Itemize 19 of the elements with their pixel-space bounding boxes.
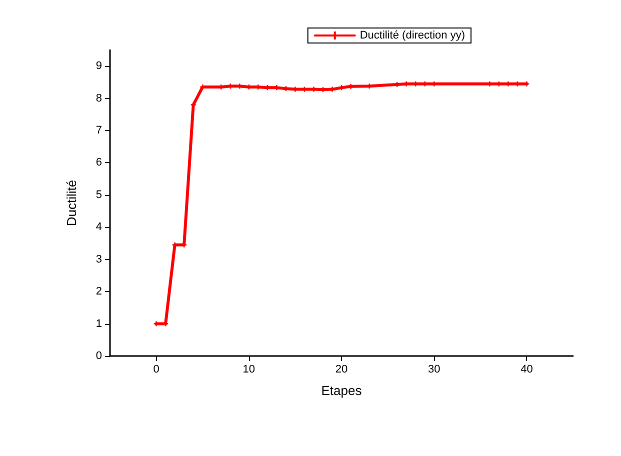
y-tick-label: 2 (96, 286, 102, 298)
y-tick-label: 4 (96, 221, 102, 234)
line-series (154, 81, 530, 326)
x-tick-label: 10 (242, 364, 256, 376)
x-axis-title: Etapes (321, 383, 362, 398)
y-tick-label: 9 (96, 60, 102, 72)
y-tick-label: 8 (96, 92, 102, 104)
y-tick-label: 5 (96, 188, 102, 201)
y-tick-label: 3 (96, 253, 102, 266)
x-tick-label: 20 (335, 364, 348, 376)
x-tick-label: 30 (428, 364, 440, 376)
legend-label: Ductilité (direction yy) (360, 30, 465, 42)
y-axis-title: Ductilité (64, 180, 79, 226)
y-tick-label: 0 (96, 350, 102, 362)
y-tick-label: 6 (96, 156, 102, 169)
y-tick-label: 1 (96, 318, 102, 330)
x-tick-label: 0 (153, 364, 160, 376)
x-tick-label: 40 (520, 364, 533, 376)
y-tick-label: 7 (96, 124, 102, 137)
